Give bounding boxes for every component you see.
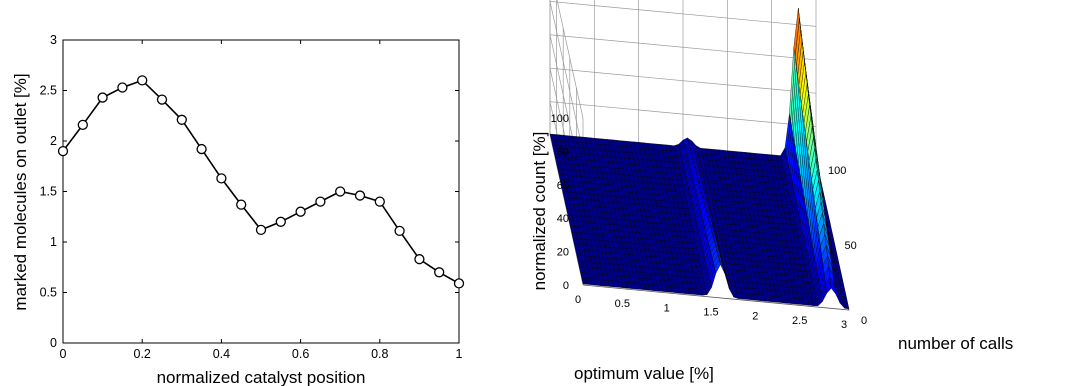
surface-patch xyxy=(843,302,850,310)
line-chart-point xyxy=(117,82,128,93)
surface-chart-surface xyxy=(549,7,850,310)
line-chart-point xyxy=(77,119,88,130)
line-chart-y-tick-label: 1 xyxy=(50,235,57,249)
surface-z-tick-label: 40 xyxy=(557,213,569,225)
surface-z-tick-label: 100 xyxy=(551,113,569,125)
line-chart-y-tick-label: 3 xyxy=(50,33,57,47)
surface-chart-x-label: optimum value [%] xyxy=(574,364,714,383)
line-chart-point xyxy=(414,254,425,265)
surface-x-tick-label: 1.5 xyxy=(703,307,718,319)
line-chart-point xyxy=(434,267,445,278)
line-chart-y-tick-label: 0 xyxy=(50,336,57,350)
line-chart-y-label: marked molecules on outlet [%] xyxy=(11,73,30,310)
surface-chart-ticks: 0 0.5 1 1.5 2 2.5 3 0 50 100 0 20 40 60 80 100 xyxy=(551,113,867,331)
line-chart-x-tick-label: 0.4 xyxy=(213,347,230,361)
line-chart-y-ticks: 0 0.5 1 1.5 2 2.5 3 xyxy=(40,33,459,350)
line-chart-point xyxy=(57,145,69,157)
line-chart-point xyxy=(216,173,227,184)
line-chart-point xyxy=(354,190,366,201)
surface-z-tick-label: 20 xyxy=(557,247,569,259)
line-chart-point xyxy=(394,225,405,237)
line-chart-x-tick-label: 1 xyxy=(456,347,463,361)
line-chart-point xyxy=(275,216,286,227)
line-chart-point xyxy=(176,114,187,125)
line-chart-point xyxy=(236,199,247,210)
surface-x-tick-label: 1 xyxy=(664,302,670,314)
line-chart-point xyxy=(335,186,346,197)
surface-chart-z-label: normalized count [%] xyxy=(530,132,549,291)
surface-x-tick-label: 0.5 xyxy=(615,298,630,310)
line-chart-y-tick-label: 0.5 xyxy=(40,286,57,300)
surface-z-gridline xyxy=(549,1,817,152)
surface-z-tick-label: 0 xyxy=(563,280,569,292)
line-chart-x-tick-label: 0 xyxy=(60,347,67,361)
surface-y-tick-label: 100 xyxy=(828,165,846,177)
surface-chart: 0 0.5 1 1.5 2 2.5 3 0 50 100 0 20 40 60 80 100 optimum … xyxy=(530,0,1013,383)
surface-y-tick-label: 0 xyxy=(861,315,867,327)
line-chart-point xyxy=(374,196,385,207)
line-chart-y-tick-label: 1.5 xyxy=(40,185,57,199)
line-chart-point xyxy=(453,278,465,289)
line-chart-point xyxy=(255,224,267,236)
line-chart-x-tick-label: 0.2 xyxy=(134,347,151,361)
line-chart-y-tick-label: 2 xyxy=(50,134,57,148)
surface-x-tick-label: 3 xyxy=(841,319,847,331)
line-chart-point xyxy=(196,143,207,155)
surface-x-tick-label: 2.5 xyxy=(792,315,807,327)
line-chart-point xyxy=(156,94,168,105)
line-chart-point xyxy=(315,196,326,207)
line-chart-point xyxy=(97,92,108,103)
line-chart-x-label: normalized catalyst position xyxy=(157,368,366,386)
line-chart-series-line xyxy=(62,79,460,285)
surface-z-gridline xyxy=(549,34,817,185)
line-chart-point xyxy=(295,206,306,217)
line-chart-plot xyxy=(57,75,465,289)
surface-z-tick-label: 60 xyxy=(557,180,569,192)
line-chart-y-tick-label: 2.5 xyxy=(40,84,57,98)
line-chart-x-tick-label: 0.6 xyxy=(292,347,309,361)
surface-chart-grid xyxy=(549,0,850,311)
surface-z-gridline xyxy=(556,0,584,119)
line-chart-point xyxy=(137,75,148,86)
line-chart: 0 0.2 0.4 0.6 0.8 1 0 0.5 1 1.5 2 2.5 3 normalized … xyxy=(11,33,465,386)
surface-x-tick-label: 2 xyxy=(752,311,758,323)
line-chart-x-tick-label: 0.8 xyxy=(371,347,388,361)
surface-x-tick-label: 0 xyxy=(575,294,581,306)
surface-y-tick-label: 50 xyxy=(845,240,857,252)
line-chart-x-ticks: 0 0.2 0.4 0.6 0.8 1 xyxy=(60,40,463,361)
surface-z-tick-label: 80 xyxy=(557,146,569,158)
surface-chart-y-label: number of calls xyxy=(898,334,1013,353)
